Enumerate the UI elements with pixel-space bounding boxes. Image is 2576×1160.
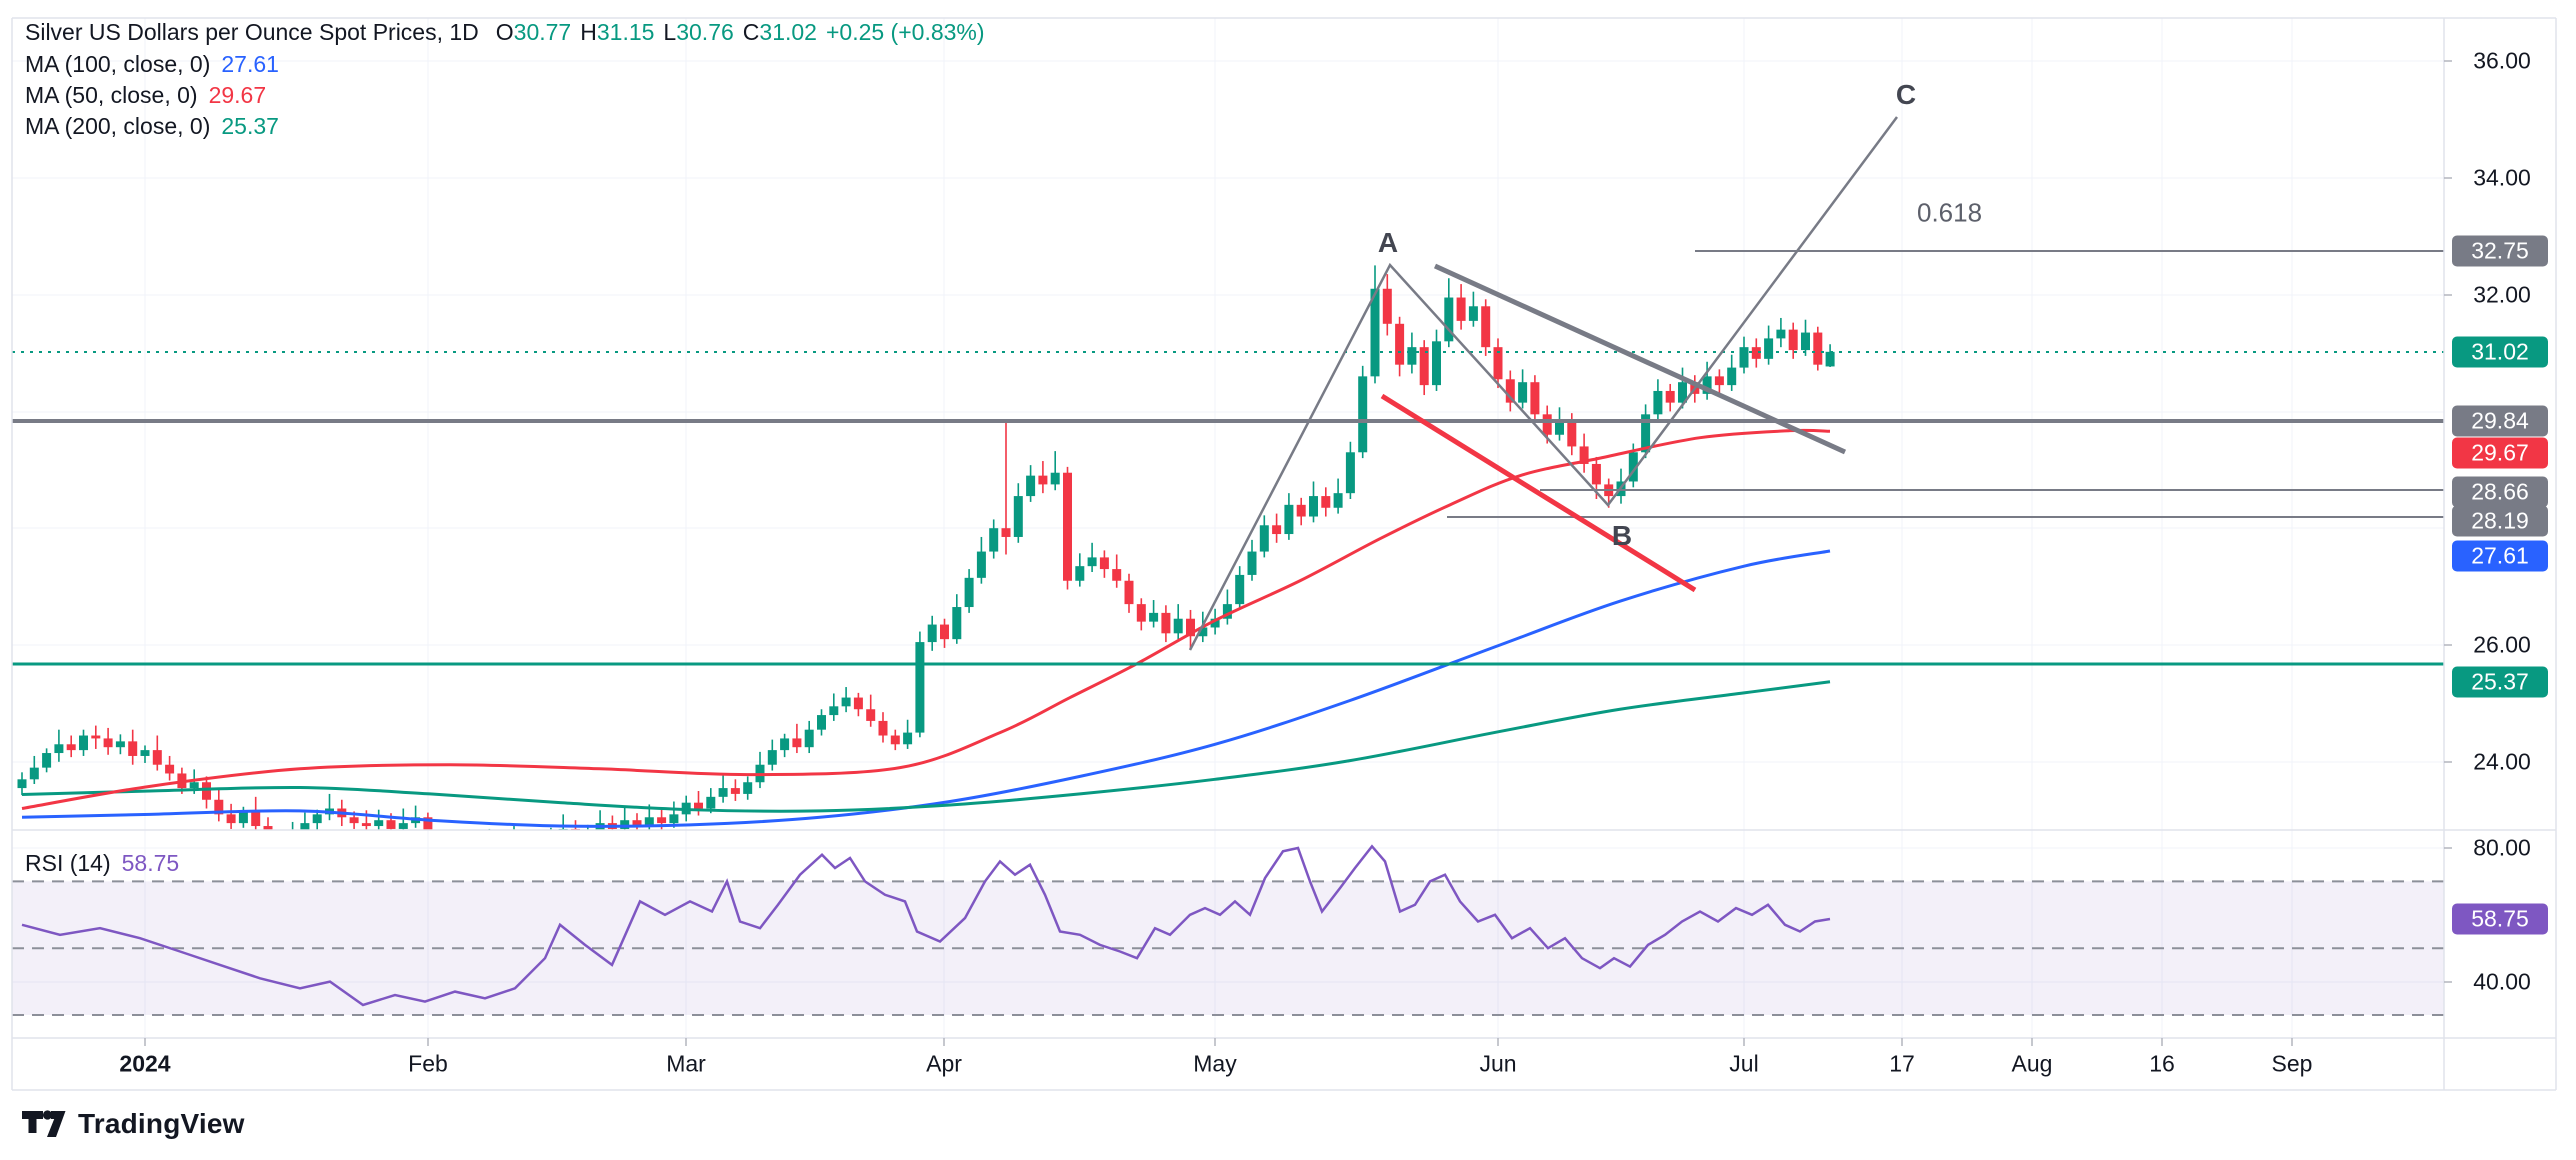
time-axis-label: Sep (2271, 1050, 2313, 1077)
abc-zigzag-line (1188, 116, 1899, 651)
candles-layer (17, 265, 1835, 830)
time-axis-label: Apr (926, 1050, 962, 1077)
price-axis-label: 24.00 (2473, 748, 2531, 775)
tradingview-logo-icon (22, 1110, 66, 1137)
ma-legend-row-200[interactable]: MA (200, close, 0) 25.37 (25, 113, 279, 139)
ma-legend-value: 25.37 (221, 113, 279, 139)
price-axis-label: 34.00 (2473, 164, 2531, 191)
rsi-label: RSI (14) (25, 850, 111, 876)
price-badge: 58.75 (2452, 903, 2548, 935)
wave-label-a: A (1377, 227, 1399, 258)
rsi-line (21, 844, 1831, 1007)
price-axis-label: 80.00 (2473, 834, 2531, 861)
pane-borders (11, 17, 2557, 1091)
price-badge: 28.66 (2452, 476, 2548, 508)
ohlc-high: H31.15 (580, 19, 655, 45)
rsi-value: 58.75 (121, 850, 180, 876)
price-badge: 32.75 (2452, 235, 2548, 267)
ma-legend-label: MA (100, close, 0) (25, 51, 211, 77)
time-axis-label: Feb (408, 1050, 448, 1077)
price-axis-label: 36.00 (2473, 47, 2531, 74)
trendline-wedge-lower (1380, 393, 1697, 593)
price-badge: 28.19 (2452, 505, 2548, 537)
time-axis-label: 16 (2149, 1050, 2175, 1077)
price-axis-label: 26.00 (2473, 631, 2531, 658)
wave-label-b: B (1611, 520, 1633, 551)
time-axis-label: Jul (1729, 1050, 1759, 1077)
ma-legend-label: MA (50, close, 0) (25, 82, 198, 108)
time-axis-label: Jun (1479, 1050, 1517, 1077)
ma-legend-row-50[interactable]: MA (50, close, 0) 29.67 (25, 82, 266, 108)
fib-level-label: 0.618 (1917, 197, 1983, 228)
gridlines (12, 18, 2444, 1038)
tradingview-logo[interactable]: TradingView (22, 1108, 245, 1140)
price-badge: 31.02 (2452, 336, 2548, 368)
trendline-wedge-upper (1433, 263, 1847, 455)
price-badge: 25.37 (2452, 666, 2548, 698)
time-axis-label: May (1193, 1050, 1237, 1077)
ohlc-close: C31.02 (742, 19, 817, 45)
price-badge: 29.84 (2452, 405, 2548, 437)
ma-legend-label: MA (200, close, 0) (25, 113, 211, 139)
symbol-title: Silver US Dollars per Ounce Spot Prices,… (25, 19, 479, 45)
ohlc-low: L30.76 (663, 19, 734, 45)
ohlc-open: O30.77 (495, 19, 572, 45)
time-axis-label: Aug (2011, 1050, 2053, 1077)
ma-legend-value: 27.61 (221, 51, 279, 77)
rsi-pane[interactable] (12, 844, 2444, 1016)
symbol-legend-row[interactable]: Silver US Dollars per Ounce Spot Prices,… (25, 19, 985, 45)
time-axis-label: 17 (1889, 1050, 1915, 1077)
main-price-pane[interactable] (17, 265, 1835, 864)
rsi-legend-row[interactable]: RSI (14) 58.75 (25, 850, 179, 876)
ma-legend-value: 29.67 (208, 82, 267, 108)
price-badge: 27.61 (2452, 540, 2548, 572)
price-axis-label: 32.00 (2473, 281, 2531, 308)
time-axis-label: Mar (666, 1050, 706, 1077)
wave-label-c: C (1895, 79, 1917, 110)
ma200-line (21, 680, 1831, 813)
ma50-line (21, 428, 1831, 810)
ma100-line (21, 549, 1831, 828)
ma-legend-row-100[interactable]: MA (100, close, 0) 27.61 (25, 51, 279, 77)
price-badge: 29.67 (2452, 437, 2548, 469)
ohlc-change: +0.25 (+0.83%) (825, 19, 985, 45)
time-axis-label: 2024 (119, 1050, 171, 1077)
price-axis-label: 40.00 (2473, 968, 2531, 995)
